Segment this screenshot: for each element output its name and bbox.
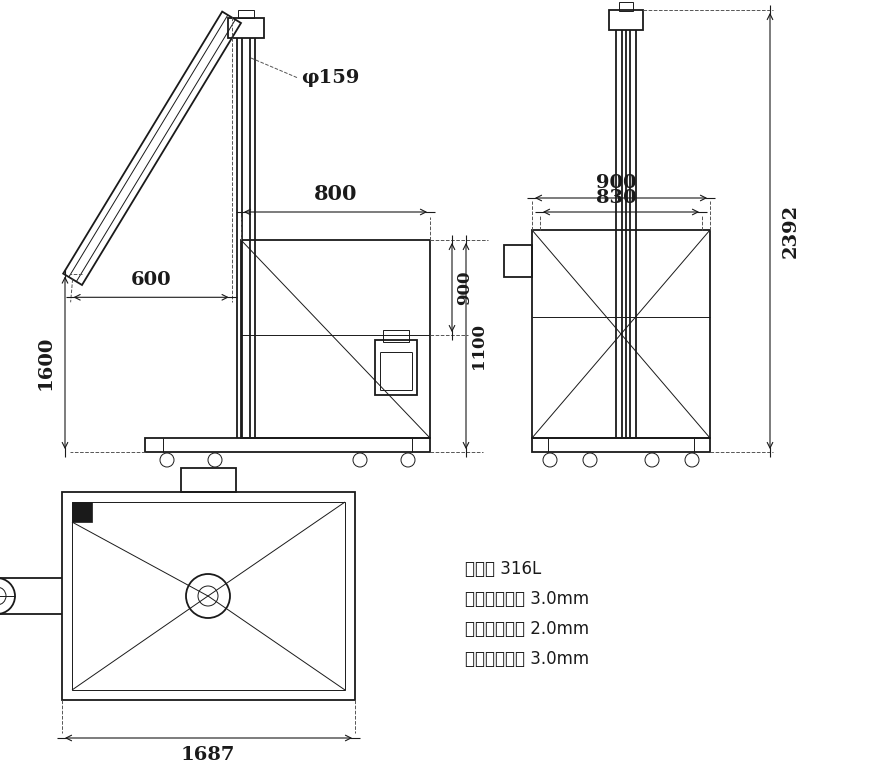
Bar (532, 438, 710, 452)
Bar (375, 340, 417, 395)
Text: 储料仓板厚： 2.0mm: 储料仓板厚： 2.0mm (465, 620, 589, 638)
Bar (609, 10, 643, 30)
Text: φ159: φ159 (301, 69, 360, 87)
Bar (181, 468, 236, 492)
Text: 600: 600 (131, 271, 172, 289)
Text: 1600: 1600 (37, 336, 55, 390)
Text: 1687: 1687 (181, 746, 235, 764)
Bar (532, 230, 710, 438)
Bar (72, 502, 92, 522)
Bar (504, 245, 532, 277)
Bar (228, 18, 264, 38)
Bar (72, 502, 345, 690)
Text: 1100: 1100 (470, 323, 487, 369)
Bar (145, 438, 430, 452)
Text: 2392: 2392 (782, 204, 800, 258)
Bar (62, 492, 355, 700)
Bar (238, 10, 254, 18)
Text: 螈旋管壁厚： 3.0mm: 螈旋管壁厚： 3.0mm (465, 590, 589, 608)
Text: 800: 800 (314, 184, 357, 204)
Text: 900: 900 (596, 174, 636, 192)
Bar (383, 330, 409, 342)
Text: 螈旋叶片厚： 3.0mm: 螈旋叶片厚： 3.0mm (465, 650, 589, 668)
Text: 900: 900 (456, 270, 473, 305)
Bar (241, 240, 430, 438)
Text: 材质： 316L: 材质： 316L (465, 560, 541, 578)
Bar (619, 2, 633, 11)
Text: 830: 830 (596, 189, 637, 207)
